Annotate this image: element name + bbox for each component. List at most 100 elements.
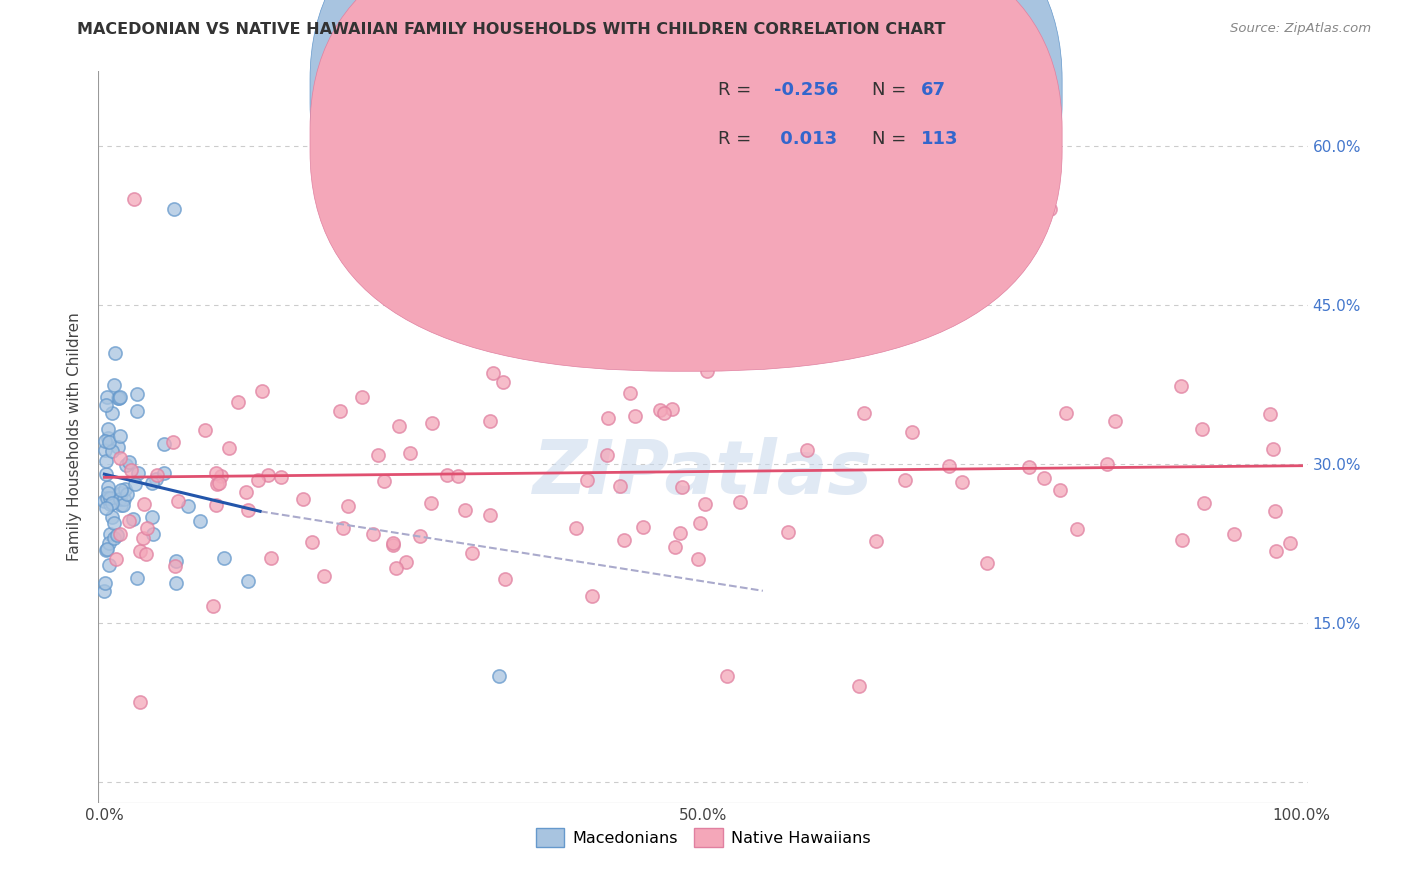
Point bbox=[301, 535, 323, 549]
Point bbox=[478, 508, 501, 523]
Point bbox=[238, 503, 260, 517]
Point bbox=[125, 403, 148, 417]
Point bbox=[246, 474, 269, 488]
Point bbox=[492, 375, 515, 389]
Point bbox=[671, 480, 693, 494]
Point bbox=[205, 466, 228, 480]
Point bbox=[721, 338, 744, 352]
Point bbox=[1278, 536, 1301, 550]
Point bbox=[127, 466, 149, 480]
Point bbox=[650, 403, 672, 417]
Point bbox=[94, 434, 117, 448]
Point bbox=[1261, 442, 1284, 456]
Point bbox=[1265, 543, 1288, 558]
Point bbox=[115, 458, 138, 472]
Point bbox=[661, 401, 683, 416]
Point bbox=[669, 526, 692, 541]
Point bbox=[145, 472, 167, 486]
Point bbox=[124, 192, 146, 206]
Point bbox=[382, 536, 405, 550]
Point bbox=[623, 409, 645, 424]
Point bbox=[1033, 471, 1056, 485]
Point bbox=[565, 521, 588, 535]
Point bbox=[122, 512, 145, 526]
Point bbox=[110, 491, 132, 506]
Point bbox=[1170, 379, 1192, 393]
Point bbox=[96, 398, 118, 412]
Point bbox=[135, 547, 157, 561]
Point bbox=[142, 527, 165, 541]
Point bbox=[270, 470, 292, 484]
Point bbox=[110, 498, 132, 512]
FancyBboxPatch shape bbox=[643, 68, 1011, 188]
Point bbox=[98, 435, 121, 450]
Point bbox=[101, 510, 124, 524]
Point bbox=[93, 443, 115, 458]
Point bbox=[796, 442, 818, 457]
Point bbox=[631, 520, 654, 534]
Point bbox=[900, 425, 922, 439]
Point bbox=[97, 558, 120, 573]
Point bbox=[101, 406, 124, 420]
Point bbox=[686, 552, 709, 566]
Text: Source: ZipAtlas.com: Source: ZipAtlas.com bbox=[1230, 22, 1371, 36]
Point bbox=[218, 441, 240, 455]
Point bbox=[716, 668, 738, 682]
Point bbox=[689, 516, 711, 530]
Point bbox=[1054, 406, 1077, 420]
Point bbox=[105, 528, 128, 542]
Point bbox=[652, 407, 675, 421]
Point bbox=[312, 568, 335, 582]
Point bbox=[114, 483, 136, 497]
Point bbox=[395, 555, 418, 569]
Point bbox=[212, 550, 235, 565]
Point bbox=[235, 485, 257, 500]
FancyBboxPatch shape bbox=[311, 0, 1062, 371]
Point bbox=[1170, 533, 1192, 548]
Point bbox=[260, 551, 283, 566]
Point bbox=[894, 474, 917, 488]
Point bbox=[778, 524, 800, 539]
Point bbox=[153, 437, 176, 451]
Point bbox=[97, 422, 120, 436]
Point bbox=[132, 497, 155, 511]
Point bbox=[118, 455, 141, 469]
Point bbox=[576, 473, 599, 487]
Point bbox=[94, 500, 117, 515]
Point bbox=[94, 576, 117, 591]
Point bbox=[108, 390, 131, 404]
Point bbox=[332, 521, 354, 535]
Point bbox=[352, 391, 374, 405]
Text: R =: R = bbox=[717, 130, 756, 148]
Point bbox=[118, 514, 141, 528]
Point bbox=[852, 406, 875, 420]
Point bbox=[1018, 459, 1040, 474]
Point bbox=[373, 475, 395, 489]
Point bbox=[728, 494, 751, 508]
Point bbox=[388, 419, 411, 434]
Point bbox=[696, 364, 718, 378]
Point bbox=[103, 377, 125, 392]
Point bbox=[257, 468, 280, 483]
Point bbox=[94, 542, 117, 557]
Point bbox=[454, 502, 477, 516]
Y-axis label: Family Households with Children: Family Households with Children bbox=[67, 313, 83, 561]
Point bbox=[613, 533, 636, 548]
Point bbox=[865, 533, 887, 548]
Text: 113: 113 bbox=[921, 130, 957, 148]
Point bbox=[124, 477, 146, 491]
Point bbox=[950, 475, 973, 489]
Point bbox=[98, 536, 121, 550]
Point bbox=[482, 367, 505, 381]
Point bbox=[361, 526, 384, 541]
Point bbox=[94, 454, 117, 468]
Text: R =: R = bbox=[717, 81, 756, 99]
Point bbox=[664, 541, 686, 555]
Point bbox=[336, 499, 359, 513]
Point bbox=[101, 496, 124, 510]
Point bbox=[655, 277, 678, 291]
Point bbox=[97, 480, 120, 494]
Text: -0.256: -0.256 bbox=[775, 81, 839, 99]
Point bbox=[436, 467, 458, 482]
Point bbox=[619, 386, 641, 401]
